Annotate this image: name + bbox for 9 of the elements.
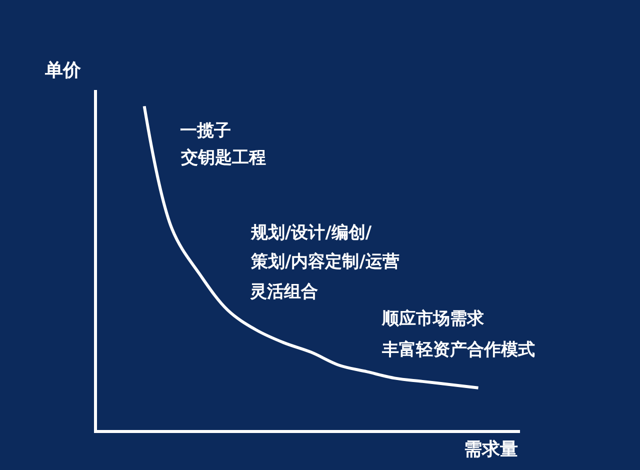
y-axis-title: 单价 <box>44 60 82 81</box>
annotation: 丰富轻资产合作模式 <box>381 340 535 360</box>
annotation: 规划/设计/编创/ <box>250 223 372 243</box>
annotation: 顺应市场需求 <box>381 309 485 329</box>
annotation: 灵活组合 <box>250 282 318 302</box>
x-axis-title: 需求量 <box>464 439 518 460</box>
annotation: 交钥匙工程 <box>180 148 266 168</box>
annotation: 一揽子 <box>180 121 231 141</box>
annotation: 策划/内容定制/运营 <box>250 252 400 272</box>
